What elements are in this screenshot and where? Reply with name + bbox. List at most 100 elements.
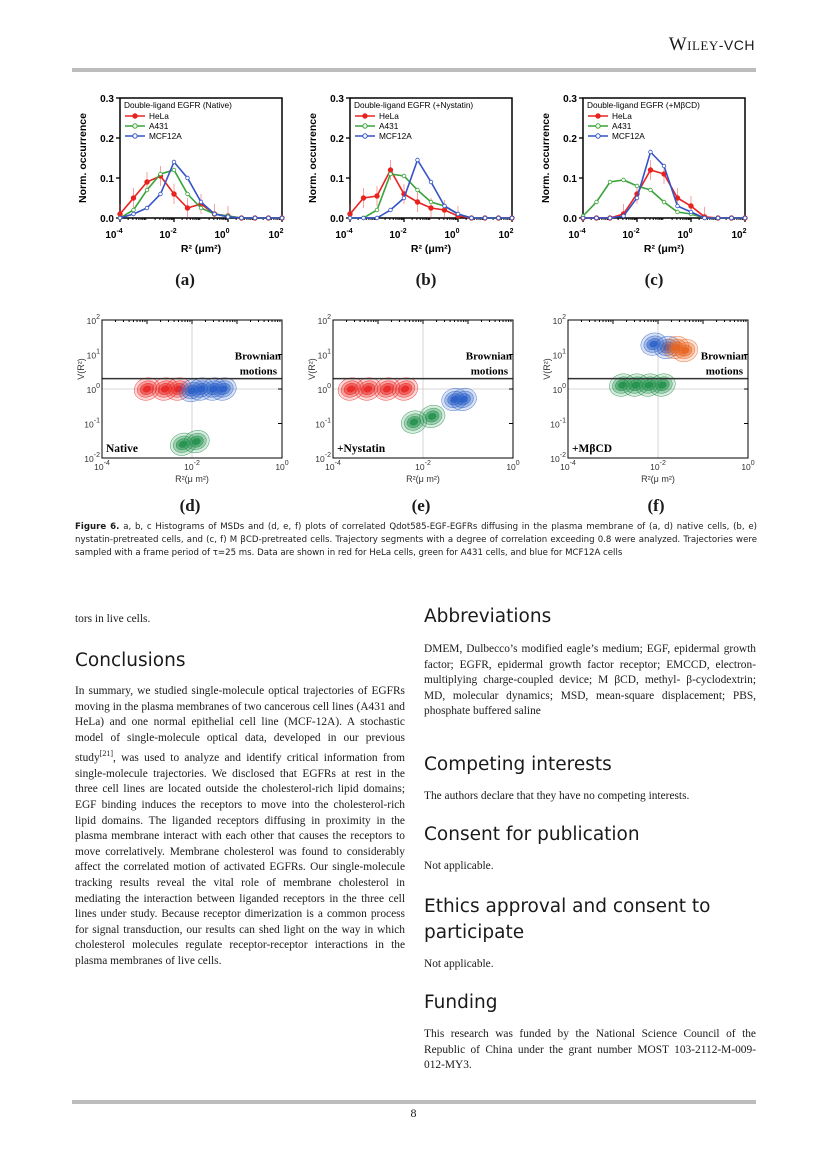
plot-frame — [119, 97, 283, 219]
panel-label-c: (c) — [644, 270, 664, 289]
x-tick-label: 102 — [731, 228, 746, 241]
data-point — [482, 215, 488, 221]
data-point — [414, 199, 421, 205]
data-point — [347, 215, 353, 221]
data-point — [198, 199, 204, 205]
density-contour-a431 — [428, 413, 437, 420]
data-point — [442, 203, 447, 209]
data-point — [252, 215, 258, 221]
data-point — [185, 191, 190, 197]
x-axis-label: R² (μm²) — [181, 243, 221, 255]
data-point — [361, 215, 366, 221]
publisher-logo: Wiley-VCH — [668, 34, 755, 55]
data-point — [702, 215, 707, 221]
y-tick-label: 100 — [553, 383, 566, 395]
density-contour-hela — [363, 385, 373, 393]
data-point — [441, 207, 448, 213]
data-point — [117, 211, 123, 217]
data-point — [647, 167, 654, 173]
data-point — [648, 149, 653, 155]
legend-label: MCF12A — [149, 131, 182, 141]
data-point — [634, 195, 640, 201]
data-point — [144, 205, 150, 211]
heading-funding: Funding — [424, 992, 498, 1013]
brownian-annotation: Brownian — [466, 351, 512, 363]
data-point — [185, 175, 190, 181]
data-point — [607, 215, 613, 221]
data-point — [144, 179, 150, 185]
x-tick-label: 10-2 — [184, 460, 200, 472]
data-point — [130, 195, 137, 201]
data-point — [415, 157, 420, 163]
x-tick-label: 100 — [506, 460, 519, 472]
data-point — [239, 215, 244, 221]
contour-panel-f: 10-2 10-1 100 101 102 10-4 10-2 100 V(R²) R²(μ m²… — [538, 308, 760, 498]
brownian-annotation: motions — [471, 366, 509, 378]
density-contour-mcf12a — [459, 396, 468, 403]
histogram-chart: 0.0 0.1 0.2 0.3 10-4 10-2 100 102 Norm. occurren… — [540, 94, 748, 255]
heading-ethics: Ethics approval and consent to participa… — [424, 896, 711, 943]
density-contour-hela — [142, 385, 152, 393]
x-tick-label: 102 — [268, 228, 283, 241]
y-tick-label: 0.3 — [330, 94, 344, 105]
legend-title: Double-ligand EGFR (+MβCD) — [587, 100, 700, 110]
legend-label: MCF12A — [612, 131, 645, 141]
data-point — [374, 207, 380, 213]
legend-label: A431 — [379, 121, 399, 131]
density-contour-hela — [671, 344, 681, 351]
legend-marker — [132, 123, 138, 129]
data-point — [729, 215, 734, 221]
brownian-annotation: Brownian — [235, 351, 281, 363]
y-tick-label: 0.1 — [563, 174, 577, 185]
data-point — [661, 199, 667, 205]
y-tick-label: 0.0 — [100, 214, 114, 225]
y-axis-label: V(R²) — [76, 358, 86, 380]
x-axis-label: R²(μ m²) — [641, 474, 675, 484]
legend-label: A431 — [612, 121, 632, 131]
data-point — [347, 211, 353, 217]
data-point — [634, 183, 640, 189]
data-point — [374, 215, 380, 221]
y-tick-label: 10-1 — [84, 418, 100, 430]
data-point — [401, 173, 407, 179]
x-tick-label: 10-4 — [560, 460, 576, 472]
data-point — [648, 187, 653, 193]
data-point — [594, 215, 599, 221]
heading-competing-interests: Competing interests — [424, 754, 612, 775]
legend-label: HeLa — [379, 111, 399, 121]
competing-paragraph: The authors declare that they have no co… — [424, 790, 690, 802]
x-tick-label: 100 — [214, 228, 229, 241]
data-point — [266, 215, 271, 221]
data-point — [428, 199, 434, 205]
condition-label: +MβCD — [572, 443, 612, 455]
y-tick-label: 0.3 — [100, 94, 114, 105]
y-axis-label: Norm. occurrence — [307, 113, 319, 203]
histogram-panel-b: 0.0 0.1 0.2 0.3 10-4 10-2 100 102 Norm. occurren… — [302, 88, 527, 278]
data-point — [715, 215, 721, 221]
y-tick-label: 100 — [318, 383, 331, 395]
legend-marker — [132, 113, 138, 119]
density-contour-mcf12a — [219, 385, 228, 393]
data-point — [469, 215, 474, 221]
data-point — [688, 203, 694, 209]
funding-paragraph: This research was funded by the National… — [424, 1028, 756, 1072]
header-rule — [72, 68, 756, 72]
x-axis-label: R² (μm²) — [411, 243, 451, 255]
panel-label-e: (e) — [411, 496, 431, 515]
abbreviations-paragraph: DMEM, Dulbecco’s modified eagle’s medium… — [424, 643, 756, 718]
y-tick-label: 0.0 — [563, 214, 577, 225]
data-point — [661, 163, 667, 169]
contour-panel-d: 10-2 10-1 100 101 102 10-4 10-2 100 V(R²) R²(μ m²… — [72, 308, 294, 498]
data-point — [198, 205, 204, 211]
data-point — [374, 193, 380, 199]
data-point — [388, 207, 393, 213]
panel-label-a: (a) — [175, 270, 195, 289]
x-tick-label: 10-2 — [389, 228, 406, 241]
x-axis-label: R²(μ m²) — [406, 474, 440, 484]
y-axis-label: V(R²) — [542, 358, 552, 380]
figure-caption: Figure 6. a, b, c Histograms of MSDs and… — [75, 522, 758, 559]
histogram-panel-c: 0.0 0.1 0.2 0.3 10-4 10-2 100 102 Norm. occurren… — [535, 88, 760, 278]
